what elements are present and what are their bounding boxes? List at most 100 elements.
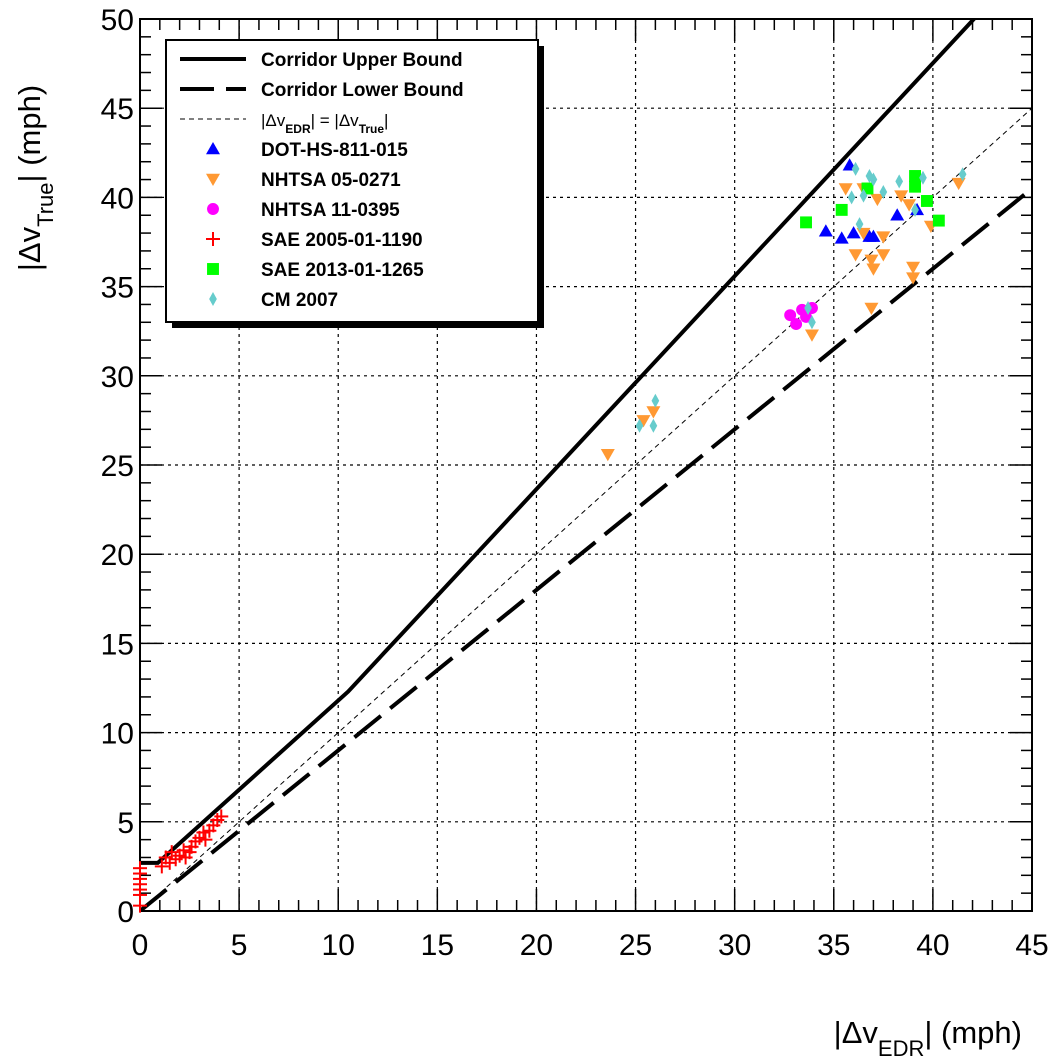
data-point-1-4 bbox=[838, 183, 853, 196]
data-point-1-3 bbox=[804, 329, 819, 342]
data-point-1-7 bbox=[856, 227, 871, 241]
x-tick-label-10: 10 bbox=[322, 929, 355, 962]
y-tick-label-30: 30 bbox=[101, 361, 134, 394]
data-point-5-0 bbox=[635, 418, 644, 433]
legend-label-5: CM 2007 bbox=[261, 290, 338, 311]
data-point-5-4 bbox=[808, 315, 816, 330]
data-point-5-8 bbox=[859, 188, 868, 203]
data-point-1-15 bbox=[902, 199, 917, 212]
reference-line-0 bbox=[140, 19, 977, 865]
data-point-5-11 bbox=[879, 185, 888, 200]
data-point-1-0 bbox=[600, 449, 615, 462]
data-point-3-24 bbox=[214, 809, 229, 824]
data-point-1-5 bbox=[848, 249, 863, 262]
x-tick-label-35: 35 bbox=[817, 929, 850, 962]
data-point-1-9 bbox=[866, 263, 881, 276]
x-axis-label: |ΔvEDR| (mph) bbox=[834, 1015, 1022, 1061]
legend-label-ref-0: Corridor Upper Bound bbox=[261, 50, 463, 71]
data-point-4-0 bbox=[800, 216, 812, 229]
data-point-5-13 bbox=[911, 202, 919, 217]
y-tick-label-10: 10 bbox=[101, 718, 134, 751]
data-point-5-6 bbox=[851, 161, 860, 176]
legend-marker-4 bbox=[207, 263, 219, 275]
y-tick-label-20: 20 bbox=[101, 539, 134, 572]
data-point-1-19 bbox=[951, 177, 966, 191]
data-point-4-4 bbox=[909, 180, 921, 193]
data-point-0-1 bbox=[818, 224, 833, 237]
data-point-5-1 bbox=[649, 418, 658, 433]
data-point-1-11 bbox=[876, 231, 891, 244]
data-point-1-16 bbox=[906, 261, 921, 274]
data-point-4-2 bbox=[861, 182, 874, 195]
legend-label-ref-2: |ΔvEDR| = |ΔvTrue| bbox=[261, 111, 388, 136]
legend-marker-0 bbox=[206, 142, 220, 155]
series-3 bbox=[133, 809, 229, 913]
data-point-3-19 bbox=[196, 825, 211, 840]
x-tick-label-30: 30 bbox=[718, 929, 751, 962]
x-tick-label-40: 40 bbox=[916, 929, 949, 962]
data-point-5-3 bbox=[804, 301, 812, 316]
x-tick-label-25: 25 bbox=[619, 929, 652, 962]
x-tick-label-0: 0 bbox=[132, 929, 149, 962]
data-point-2-0 bbox=[784, 309, 797, 322]
series-5 bbox=[635, 161, 967, 433]
data-point-1-1 bbox=[636, 415, 651, 428]
legend-marker-3 bbox=[206, 232, 220, 246]
data-point-5-10 bbox=[869, 172, 878, 187]
series-0 bbox=[818, 158, 925, 244]
x-tick-label-20: 20 bbox=[520, 929, 553, 962]
data-point-4-5 bbox=[920, 195, 933, 207]
y-tick-label-15: 15 bbox=[101, 628, 134, 661]
data-points bbox=[133, 158, 967, 913]
data-point-5-5 bbox=[847, 190, 856, 205]
data-point-0-3 bbox=[846, 226, 861, 239]
tick-labels: 0 5 10 15 20 25 30 35 40 45 0 5 10 15 20 25 30 35 40 45 50 bbox=[101, 4, 1049, 962]
data-point-1-2 bbox=[646, 406, 661, 419]
y-tick-label-45: 45 bbox=[101, 93, 134, 126]
reference-line-1 bbox=[140, 186, 1032, 911]
series-1 bbox=[600, 177, 966, 462]
y-tick-label-50: 50 bbox=[101, 4, 134, 37]
legend-label-0: DOT-HS-811-015 bbox=[261, 140, 408, 161]
axis-ticks bbox=[139, 18, 1033, 912]
data-point-2-3 bbox=[800, 310, 812, 323]
legend-marker-1 bbox=[206, 173, 220, 186]
y-tick-label-25: 25 bbox=[101, 450, 134, 483]
data-point-4-3 bbox=[909, 170, 921, 182]
series-2 bbox=[784, 302, 818, 331]
data-point-3-6 bbox=[133, 861, 147, 876]
legend-label-2: NHTSA 11-0395 bbox=[261, 200, 400, 221]
data-point-1-10 bbox=[870, 193, 885, 207]
data-point-1-17 bbox=[906, 272, 921, 285]
y-tick-label-40: 40 bbox=[101, 182, 134, 215]
x-tick-label-5: 5 bbox=[231, 929, 248, 962]
data-point-3-10 bbox=[164, 845, 179, 860]
data-point-0-6 bbox=[890, 208, 905, 221]
legend-label-3: SAE 2005-01-1190 bbox=[261, 230, 423, 251]
data-point-0-2 bbox=[834, 231, 849, 244]
data-point-5-15 bbox=[958, 167, 967, 182]
x-tick-label-45: 45 bbox=[1015, 929, 1048, 962]
data-point-3-7 bbox=[154, 859, 169, 874]
data-point-5-7 bbox=[855, 217, 864, 232]
legend-label-4: SAE 2013-01-1265 bbox=[261, 260, 424, 281]
legend-marker-5 bbox=[209, 292, 217, 306]
data-point-1-8 bbox=[864, 254, 879, 267]
y-tick-label-5: 5 bbox=[117, 807, 134, 840]
data-point-1-14 bbox=[894, 190, 909, 203]
x-tick-label-15: 15 bbox=[421, 929, 454, 962]
legend: Corridor Upper Bound Corridor Lower Bound… bbox=[165, 39, 544, 328]
data-point-1-12 bbox=[876, 249, 891, 262]
y-axis-label: |ΔvTrue| (mph) bbox=[12, 85, 58, 271]
data-point-5-12 bbox=[895, 174, 904, 189]
data-point-5-9 bbox=[865, 168, 874, 183]
legend-label-ref-1: Corridor Lower Bound bbox=[261, 80, 464, 101]
legend-marker-2 bbox=[207, 203, 219, 215]
data-point-3-13 bbox=[176, 843, 191, 858]
data-point-1-13 bbox=[864, 302, 879, 316]
data-point-5-14 bbox=[919, 170, 927, 185]
data-point-0-5 bbox=[866, 229, 881, 242]
data-point-3-20 bbox=[198, 832, 213, 847]
y-tick-label-35: 35 bbox=[101, 272, 134, 305]
